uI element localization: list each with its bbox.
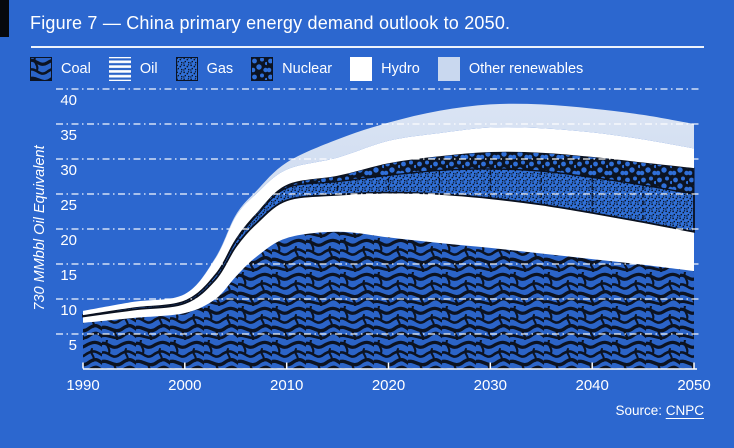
legend-item-other-renewables: Other renewables (437, 57, 584, 81)
title-divider (31, 46, 704, 48)
legend-item-hydro: Hydro (350, 57, 420, 81)
source-label: Source: (615, 403, 662, 418)
x-axis (82, 362, 697, 370)
figure-title: Figure 7 — China primary energy demand o… (30, 13, 511, 33)
y-tick-label: 35 (60, 127, 77, 144)
stacked-bands (82, 103, 695, 369)
legend-item-coal: Coal (30, 57, 91, 81)
y-tick-label: 40 (60, 92, 77, 109)
legend-label-oil: Oil (139, 61, 158, 77)
x-tick-label: 2000 (168, 377, 201, 394)
x-tick-label: 2020 (372, 377, 405, 394)
x-tick-label: 2030 (474, 377, 507, 394)
y-tick-label: 20 (60, 232, 77, 249)
y-tick-label: 25 (60, 197, 77, 214)
x-tick-label: 1990 (66, 377, 99, 394)
hydro-swatch-icon (350, 57, 373, 81)
legend-label-gas: Gas (206, 61, 234, 77)
band-hydro (83, 127, 694, 316)
y-tick-label: 5 (69, 337, 77, 354)
coal-swatch-icon (30, 57, 52, 81)
band-nuclear (82, 151, 695, 316)
legend-label-coal: Coal (61, 61, 91, 77)
gas-swatch-icon (175, 57, 198, 81)
legend-item-nuclear: Nuclear (251, 57, 332, 81)
y-tick-label: 10 (60, 302, 77, 319)
chart-legend: Coal Oil Gas Nuclear Hydro Other renewab… (30, 56, 583, 82)
x-tick-label: 2010 (270, 377, 303, 394)
y-tick-label: 15 (60, 267, 77, 284)
source-link[interactable]: CNPC (665, 403, 704, 418)
y-axis-title: 730 MMbbl Oil Equivalent (32, 144, 48, 310)
band-coal (83, 231, 694, 369)
legend-label-hydro: Hydro (381, 61, 420, 77)
legend-label-other-renewables: Other renewables (468, 61, 584, 77)
legend-item-gas: Gas (175, 57, 234, 81)
oil-swatch-icon (108, 57, 131, 81)
legend-item-oil: Oil (108, 57, 158, 81)
x-tick-label: 2050 (677, 377, 710, 394)
window-corner-artifact (0, 0, 9, 37)
band-oil (83, 192, 694, 323)
nuclear-swatch-icon (251, 57, 274, 81)
other-renewables-swatch-icon (437, 57, 460, 81)
legend-label-nuclear: Nuclear (282, 61, 333, 77)
source-line: Source: CNPC (615, 403, 704, 418)
x-tick-label: 2040 (576, 377, 609, 394)
axis-labels: 5 10 15 20 25 30 35 40 1990 2000 2010 2020 2030 2040 2… (60, 92, 710, 394)
gridlines (56, 88, 700, 335)
y-tick-label: 30 (60, 162, 77, 179)
